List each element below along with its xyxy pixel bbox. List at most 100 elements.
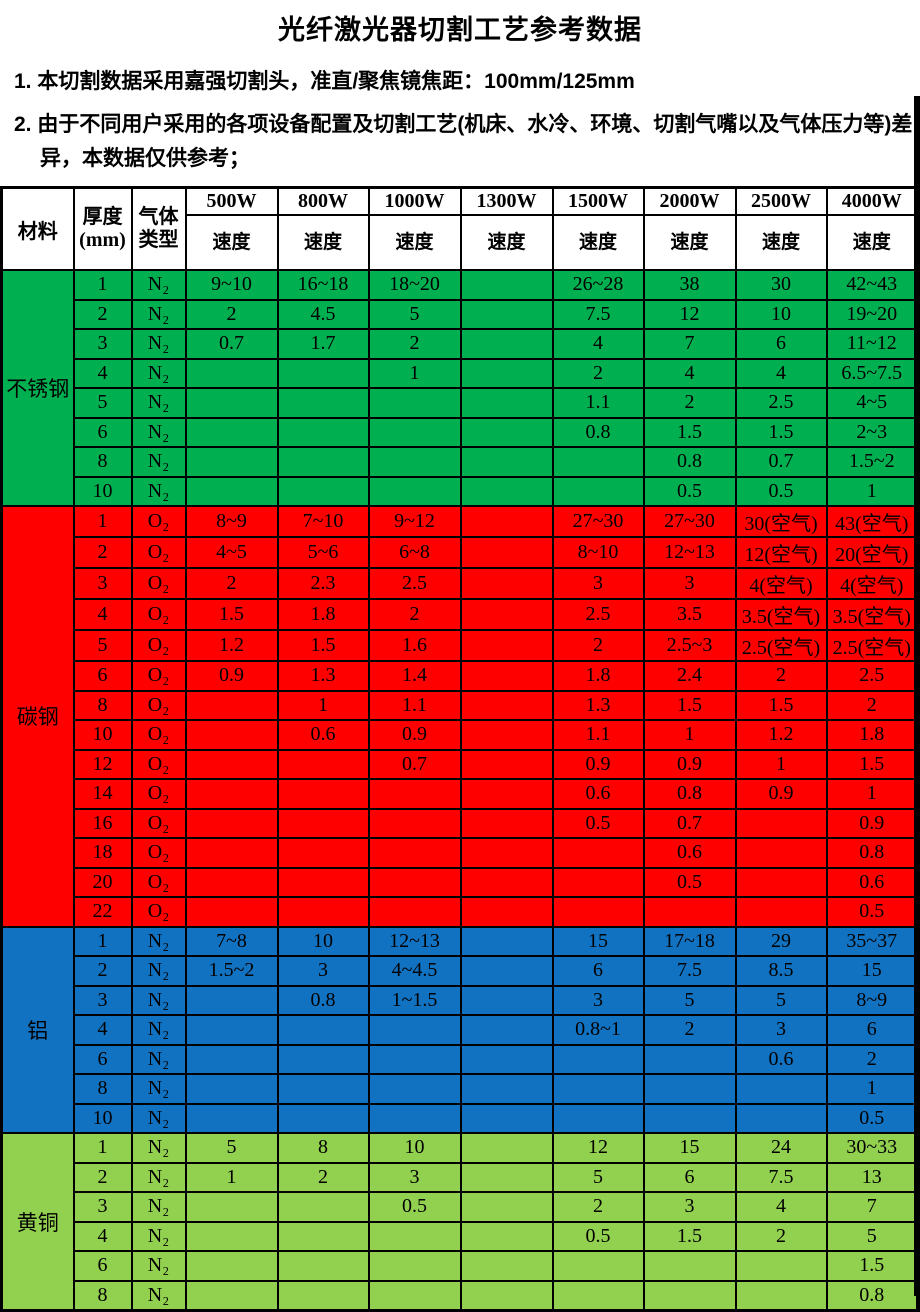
speed-value-cell: 1.5 — [734, 416, 828, 449]
speed-value-cell: 6.5~7.5 — [825, 357, 920, 390]
table-row: 5 N₂ 1.1 2 2.5 4~5 — [1, 387, 920, 419]
thickness-cell: 1 — [72, 269, 133, 301]
speed-value-cell — [184, 1220, 279, 1253]
thickness-cell: 3 — [72, 328, 133, 360]
thickness-cell: 16 — [72, 807, 133, 840]
thickness-cell: 8 — [72, 446, 133, 478]
gas-type-cell: O₂ — [130, 866, 187, 899]
gas-type-cell: N₂ — [130, 1161, 187, 1194]
thickness-cell: 10 — [72, 1102, 133, 1135]
speed-value-cell: 0.6 — [825, 866, 920, 899]
speed-value-cell: 3 — [276, 955, 370, 987]
table-row: 碳钢 1 O₂ 8~9 7~10 9~12 27~30 27~30 30(空气) 43(空气) — [0, 505, 920, 928]
speed-value-cell: 43(空气) — [825, 505, 920, 539]
thickness-cell: 5 — [72, 387, 133, 419]
speed-value-cell — [367, 446, 462, 478]
header-power-4000w: 4000W — [825, 186, 920, 217]
table-row: 8 O₂ 1 1.1 1.3 1.5 1.5 2 — [1, 689, 920, 722]
gas-type-cell: O₂ — [130, 598, 187, 632]
speed-value-cell — [459, 1014, 554, 1046]
table-row: 2 O₂ 4~5 5~6 6~8 8~10 12~13 12(空气) 20(空气) — [1, 536, 920, 570]
speed-value-cell — [276, 1043, 370, 1076]
speed-value-cell: 0.5 — [642, 866, 737, 899]
speed-value-cell: 5~6 — [276, 536, 370, 570]
speed-value-cell — [551, 1043, 645, 1076]
speed-value-cell — [276, 446, 370, 478]
note-1: 1. 本切割数据采用嘉强切割头，准直/聚焦镜焦距：100mm/125mm — [14, 70, 635, 93]
thickness-cell: 4 — [72, 1014, 133, 1046]
speed-value-cell: 2.4 — [642, 660, 737, 692]
table-row: 2 N₂ 2 4.5 5 7.5 12 10 19~20 — [1, 298, 920, 331]
table-row: 20 O₂ 0.5 0.6 — [1, 866, 920, 899]
speed-value-cell — [184, 866, 279, 899]
header-gas: 气体 类型 — [130, 186, 187, 272]
gas-type-cell: N₂ — [130, 984, 187, 1017]
thickness-cell: 1 — [72, 505, 133, 539]
speed-value-cell — [367, 387, 462, 419]
speed-value-cell: 1 — [276, 689, 370, 722]
speed-value-cell: 1 — [734, 748, 828, 781]
header-speed-label: 速度（m/min) — [184, 214, 279, 272]
gas-type-cell: N₂ — [130, 298, 187, 331]
speed-value-cell — [367, 866, 462, 899]
speed-value-cell: 29 — [734, 925, 828, 958]
table-row: 6 N₂ 0.8 1.5 1.5 2~3 — [1, 416, 920, 449]
speed-value-cell: 0.6 — [734, 1043, 828, 1076]
thickness-cell: 20 — [72, 866, 133, 899]
speed-value-cell: 2 — [825, 689, 920, 722]
speed-value-cell — [184, 807, 279, 840]
speed-value-cell — [734, 1073, 828, 1105]
speed-value-cell — [459, 629, 554, 663]
table-row: 18 O₂ 0.6 0.8 — [1, 837, 920, 869]
speed-value-cell: 0.9 — [825, 807, 920, 840]
speed-value-cell — [367, 416, 462, 449]
speed-value-cell — [367, 778, 462, 810]
thickness-cell: 2 — [72, 536, 133, 570]
speed-value-cell — [551, 475, 645, 508]
table-row: 5 O₂ 1.2 1.5 1.6 2 2.5~3 2.5(空气) 2.5(空气) — [1, 629, 920, 663]
table-row: 6 O₂ 0.9 1.3 1.4 1.8 2.4 2 2.5 — [1, 660, 920, 692]
gas-type-cell: N₂ — [130, 1279, 187, 1312]
speed-value-cell: 12 — [642, 298, 737, 331]
table-row: 10 N₂ 0.5 — [1, 1102, 920, 1135]
thickness-cell: 22 — [72, 896, 133, 928]
speed-value-cell: 35~37 — [825, 925, 920, 958]
speed-value-cell — [551, 866, 645, 899]
speed-value-cell: 8.5 — [734, 955, 828, 987]
table-row: 22 O₂ 0.5 — [1, 896, 920, 928]
speed-value-cell: 4~5 — [184, 536, 279, 570]
speed-value-cell — [276, 866, 370, 899]
header-power-500w: 500W — [184, 186, 279, 217]
gas-type-cell: O₂ — [130, 660, 187, 692]
thickness-cell: 6 — [72, 1043, 133, 1076]
speed-value-cell: 0.7 — [642, 807, 737, 840]
speed-value-cell — [459, 866, 554, 899]
speed-value-cell: 9~10 — [184, 269, 279, 301]
speed-value-cell: 2 — [367, 328, 462, 360]
speed-value-cell: 3 — [642, 1191, 737, 1223]
table-row: 3 N₂ 0.7 1.7 2 4 7 6 11~12 — [1, 328, 920, 360]
gas-type-cell: N₂ — [130, 1102, 187, 1135]
speed-value-cell — [551, 837, 645, 869]
speed-value-cell — [642, 1102, 737, 1135]
speed-value-cell — [184, 719, 279, 751]
table-row: 8 N₂ 0.8 — [1, 1279, 920, 1312]
speed-value-cell: 0.6 — [276, 719, 370, 751]
speed-value-cell: 2 — [642, 387, 737, 419]
speed-value-cell — [459, 807, 554, 840]
speed-value-cell — [276, 896, 370, 928]
speed-value-cell: 4(空气) — [734, 567, 828, 601]
speed-value-cell — [184, 984, 279, 1017]
header-speed-label: 速度（m/min) — [734, 214, 828, 272]
speed-value-cell: 17~18 — [642, 925, 737, 958]
speed-value-cell: 1.4 — [367, 660, 462, 692]
speed-value-cell: 1.1 — [367, 689, 462, 722]
table-row: 4 N₂ 0.5 1.5 2 5 — [1, 1220, 920, 1253]
table-header: 材料 厚度 (mm) 气体 类型 500W 800W 1000W 1300W 150… — [0, 186, 920, 272]
speed-value-cell — [459, 1250, 554, 1282]
speed-value-cell — [276, 475, 370, 508]
speed-value-cell: 1.5~2 — [184, 955, 279, 987]
speed-value-cell — [367, 475, 462, 508]
speed-value-cell — [459, 598, 554, 632]
thickness-cell: 14 — [72, 778, 133, 810]
